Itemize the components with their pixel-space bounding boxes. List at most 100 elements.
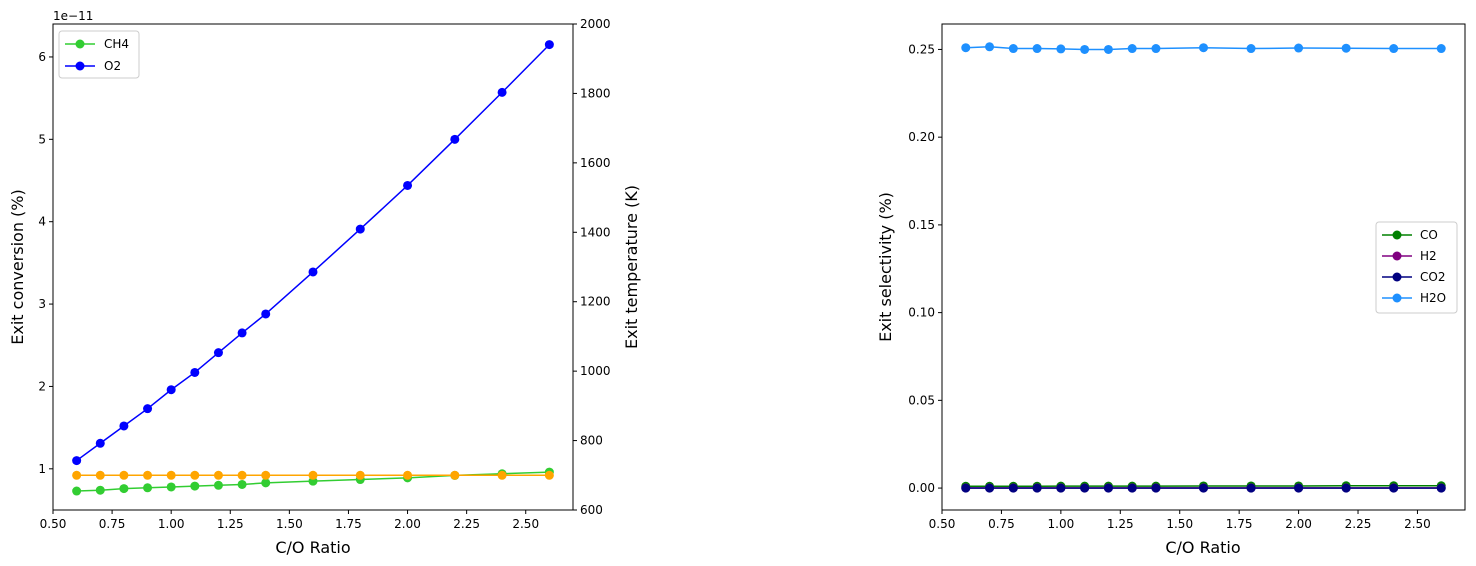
conversion-series-temperature-point — [166, 470, 176, 480]
selectivity-y-ticks: 0.00 0.05 0.10 0.15 0.20 0.25 — [908, 42, 942, 495]
selectivity-y-tick-label: 0.20 — [908, 130, 935, 144]
temperature-y-tick-label: 1400 — [580, 225, 611, 239]
selectivity-series-h2o-point — [1389, 44, 1399, 54]
conversion-series-temperature-point — [72, 470, 82, 480]
selectivity-chart: 0.50 0.75 1.00 1.25 1.50 1.75 2.00 2.25 2.50 0.0… — [876, 23, 1466, 557]
legend-h2-label: H2 — [1420, 249, 1437, 263]
selectivity-legend: CO H2 CO2 H2O — [1375, 221, 1458, 314]
temperature-y-tick-label: 1600 — [580, 156, 611, 170]
selectivity-x-tick-label: 2.00 — [1285, 517, 1312, 531]
conversion-x-tick-label: 0.75 — [99, 517, 126, 531]
selectivity-series-co2-point — [1389, 483, 1399, 493]
selectivity-series-co2-point — [1199, 483, 1208, 493]
conversion-x-tick-label: 2.00 — [394, 517, 421, 531]
selectivity-series-co2-point — [961, 483, 971, 493]
selectivity-x-axis-label: C/O Ratio — [1165, 538, 1240, 557]
temperature-y-tick-label: 600 — [580, 503, 603, 517]
conversion-series-temperature-point — [544, 470, 554, 480]
selectivity-x-ticks: 0.50 0.75 1.00 1.25 1.50 1.75 2.00 2.25 2.50 — [929, 510, 1431, 531]
conversion-x-tick-label: 0.50 — [40, 517, 67, 531]
conversion-series-temperature-point — [355, 470, 365, 480]
selectivity-series-h2o-point — [1199, 43, 1208, 53]
legend-ch4-marker — [75, 39, 85, 49]
conversion-y-ticks: 1 2 3 4 5 6 — [38, 50, 53, 476]
conversion-series-temperature-point — [261, 470, 271, 480]
selectivity-series-co2-point — [1151, 483, 1161, 493]
conversion-series-temperature-point — [237, 470, 247, 480]
selectivity-series-co2-point — [1341, 483, 1351, 493]
legend-h2o-marker — [1392, 293, 1402, 303]
selectivity-series-co2-point — [1032, 483, 1042, 493]
selectivity-y-tick-label: 0.15 — [908, 218, 935, 232]
temperature-y-tick-label: 800 — [580, 434, 603, 448]
conversion-series-ch4-point — [166, 482, 176, 492]
conversion-series-temperature-point — [450, 470, 460, 480]
conversion-series-o2-point — [119, 421, 129, 431]
selectivity-x-tick-label: 2.50 — [1404, 517, 1431, 531]
conversion-x-tick-label: 1.75 — [335, 517, 362, 531]
temperature-y-axis-label: Exit temperature (K) — [622, 185, 641, 349]
conversion-y-tick-label: 3 — [38, 297, 46, 311]
conversion-series-o2-point — [143, 404, 153, 414]
conversion-series-ch4-point — [213, 480, 223, 490]
conversion-x-ticks: 0.50 0.75 1.00 1.25 1.50 1.75 2.00 2.25 2.50 — [40, 510, 539, 531]
legend-h2-marker — [1392, 251, 1402, 261]
conversion-series-o2-point — [308, 267, 318, 277]
selectivity-y-tick-label: 0.25 — [908, 42, 935, 56]
selectivity-series-h2o-point — [1080, 44, 1090, 54]
conversion-series-o2-point — [355, 224, 365, 234]
conversion-y-tick-label: 2 — [38, 379, 46, 393]
conversion-series-o2-point — [213, 348, 223, 358]
selectivity-x-tick-label: 1.25 — [1107, 517, 1134, 531]
selectivity-plot-area — [961, 42, 1446, 493]
conversion-series-ch4-point — [95, 485, 105, 495]
selectivity-series-h2o-point — [1151, 44, 1161, 54]
conversion-series-o2-point — [72, 456, 82, 466]
selectivity-series-co2-point — [1246, 483, 1256, 493]
selectivity-series-co2-point — [1294, 483, 1304, 493]
conversion-series-ch4-point — [119, 484, 129, 494]
selectivity-series-h2o-point — [1103, 44, 1113, 54]
conversion-y-axis-label: Exit conversion (%) — [8, 189, 27, 344]
selectivity-series-h2o-point — [1032, 44, 1042, 54]
selectivity-legend-frame — [1375, 221, 1458, 314]
selectivity-x-tick-label: 1.75 — [1226, 517, 1253, 531]
selectivity-x-tick-label: 2.25 — [1345, 517, 1372, 531]
conversion-series-o2-point — [497, 87, 507, 97]
conversion-series-o2-point — [450, 134, 460, 144]
conversion-x-tick-label: 2.25 — [453, 517, 480, 531]
conversion-series-temperature-point — [119, 470, 129, 480]
conversion-series-o2-point — [95, 438, 105, 448]
legend-co2-label: CO2 — [1420, 270, 1445, 284]
selectivity-series-co2-point — [1103, 483, 1113, 493]
selectivity-series-co2-point — [1056, 483, 1066, 493]
conversion-series-o2-point — [403, 180, 413, 190]
conversion-series-ch4-point — [143, 483, 153, 493]
selectivity-series-h2o-point — [1056, 44, 1066, 54]
selectivity-y-tick-label: 0.05 — [908, 393, 935, 407]
conversion-y-tick-label: 5 — [38, 132, 46, 146]
conversion-series-temperature-point — [403, 470, 413, 480]
temperature-y-ticks: 600 800 1000 1200 1400 1600 1800 2000 — [573, 17, 611, 517]
conversion-x-tick-label: 1.00 — [158, 517, 185, 531]
selectivity-y-axis-label: Exit selectivity (%) — [876, 192, 895, 342]
conversion-series-temperature-point — [497, 470, 507, 480]
conversion-series-temperature-point — [143, 470, 153, 480]
legend-o2-label: O2 — [104, 59, 121, 73]
conversion-series-o2-point — [190, 367, 200, 377]
conversion-series-ch4-point — [190, 481, 200, 491]
selectivity-series-h2o-point — [1008, 44, 1018, 54]
selectivity-series-co2-point — [1080, 483, 1090, 493]
conversion-series-ch4-point — [237, 479, 247, 489]
temperature-y-tick-label: 1200 — [580, 295, 611, 309]
selectivity-x-tick-label: 1.50 — [1166, 517, 1193, 531]
legend-h2o-label: H2O — [1420, 291, 1446, 305]
conversion-series-ch4-point — [72, 486, 82, 496]
conversion-legend: CH4 O2 — [58, 30, 140, 79]
selectivity-x-tick-label: 1.00 — [1048, 517, 1075, 531]
selectivity-series-co2-point — [985, 483, 995, 493]
conversion-series-temperature-point — [213, 470, 223, 480]
legend-co-label: CO — [1420, 228, 1438, 242]
